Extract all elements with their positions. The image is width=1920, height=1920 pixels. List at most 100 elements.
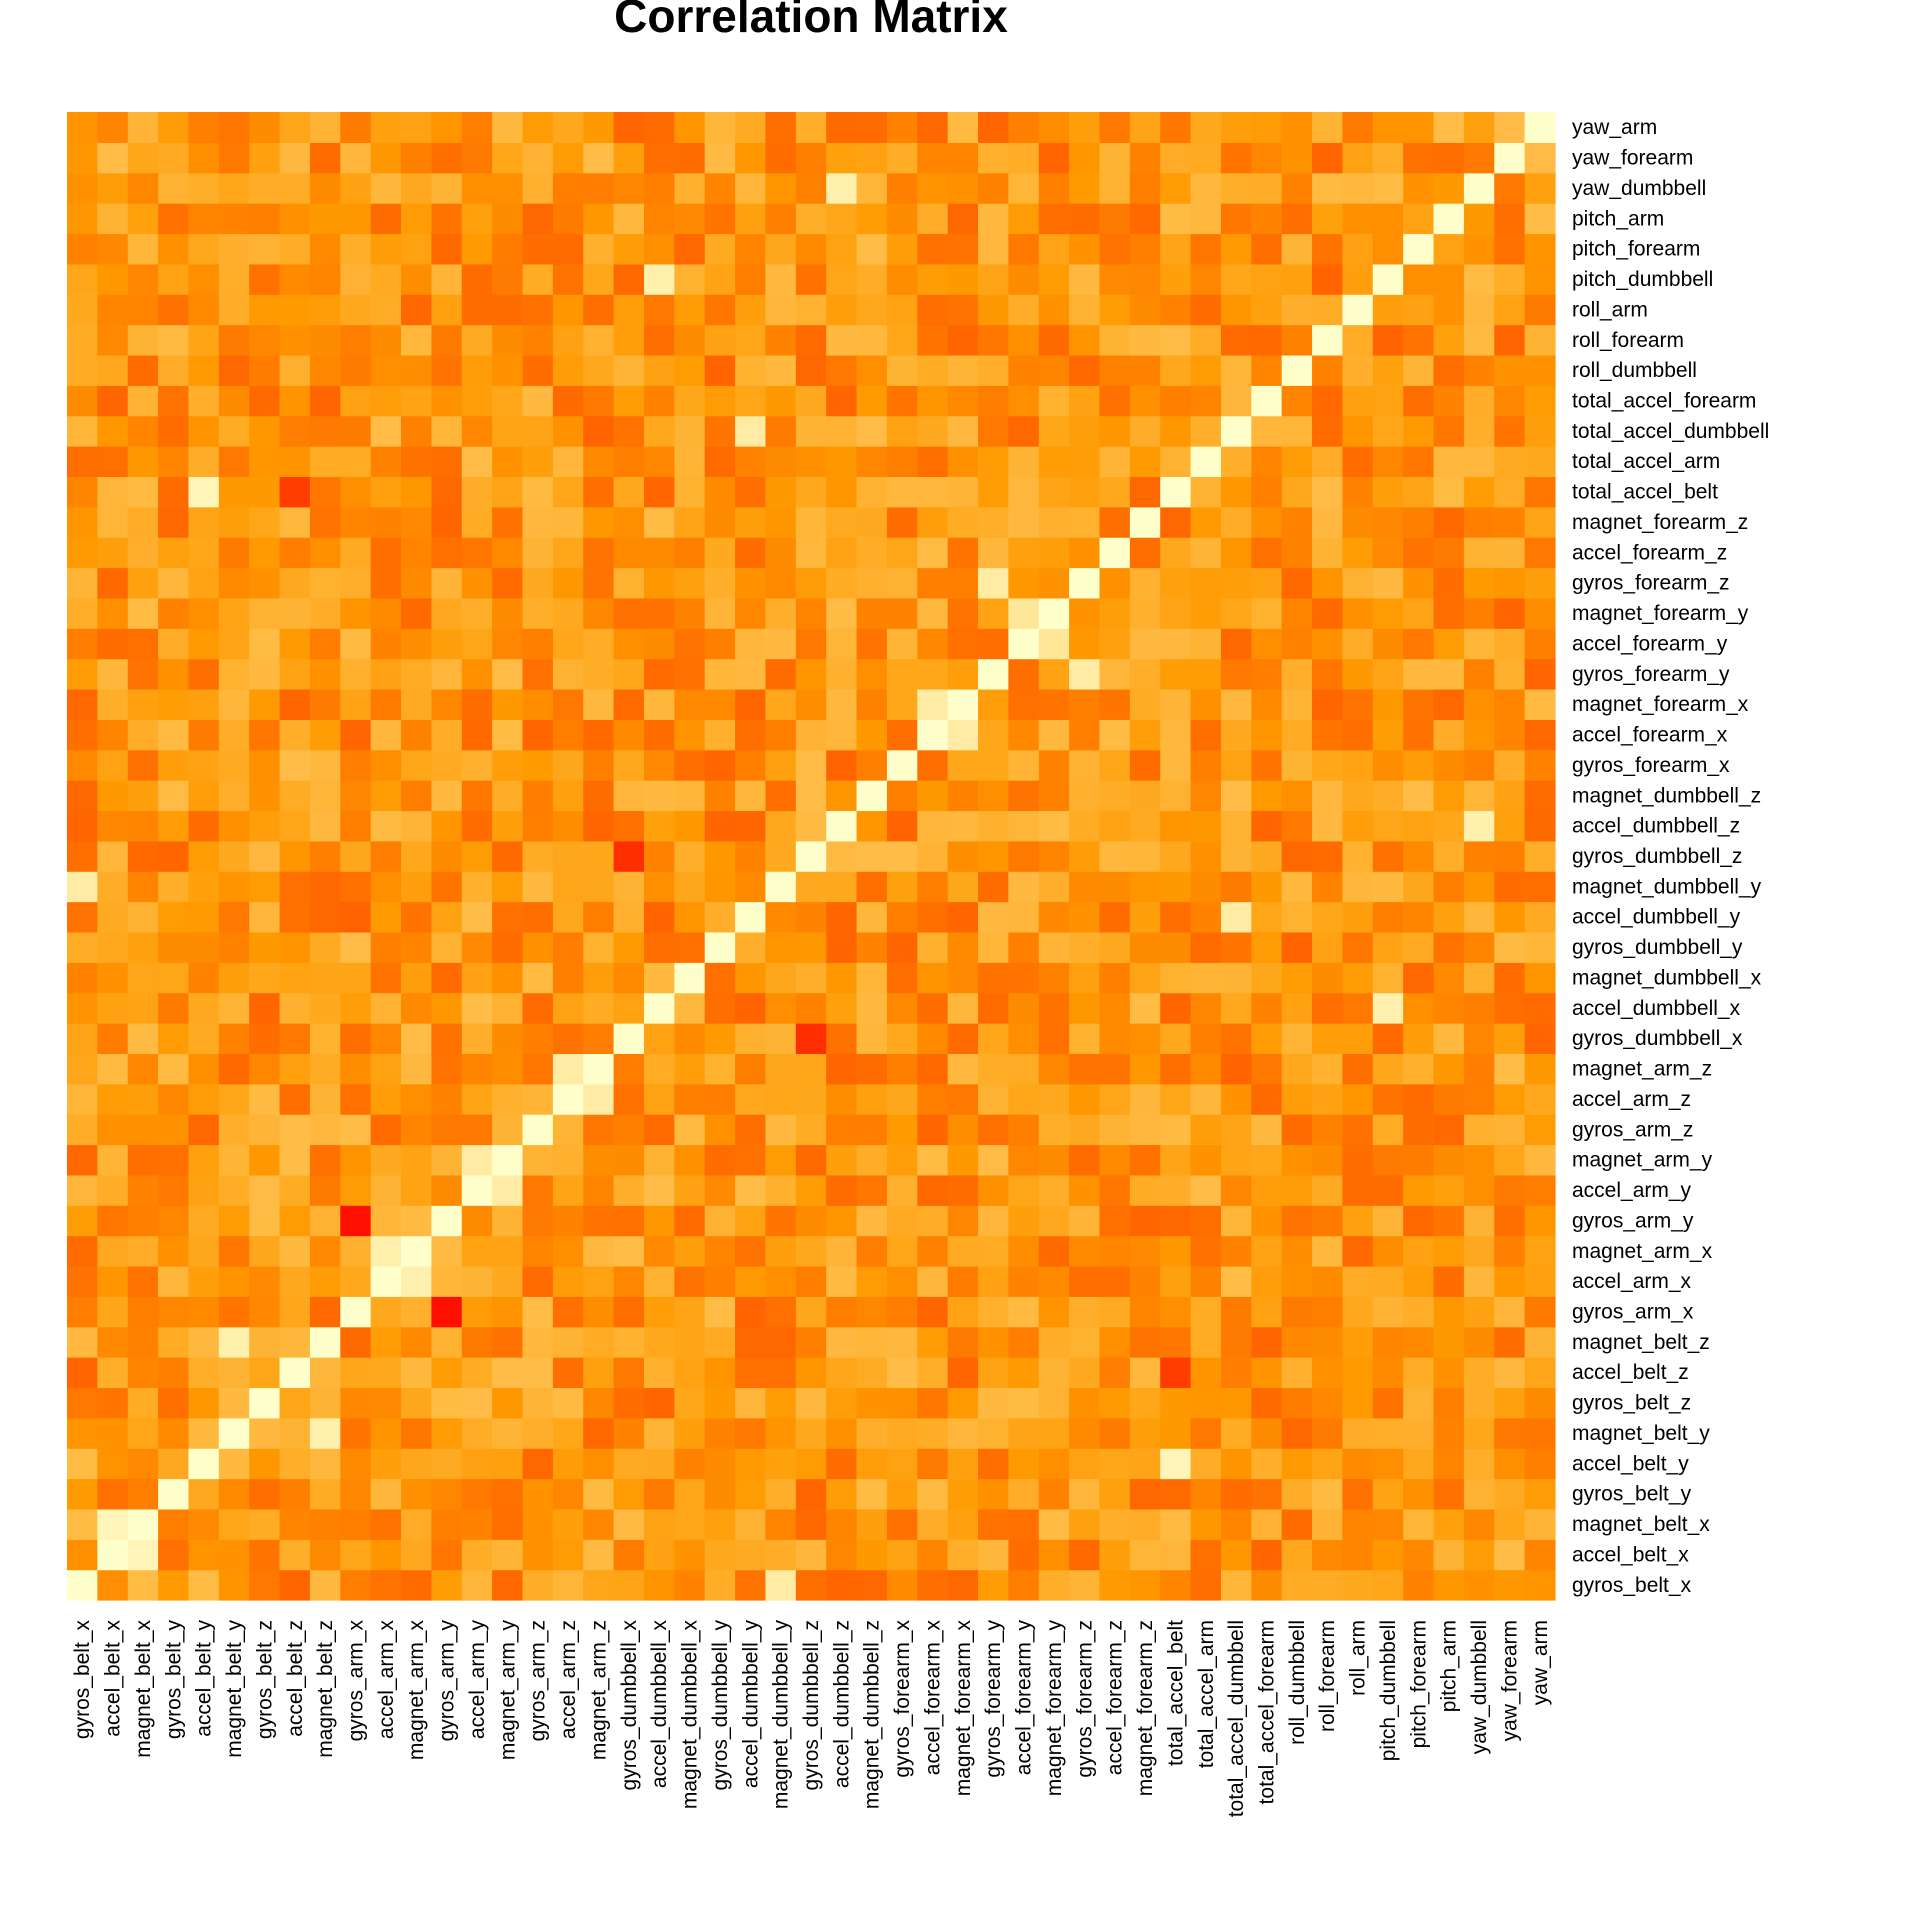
heatmap-cell: [67, 1114, 98, 1146]
heatmap-cell: [1524, 810, 1556, 842]
heatmap-cell: [67, 992, 98, 1024]
heatmap-cell: [127, 324, 159, 356]
heatmap-cell: [1008, 719, 1040, 751]
heatmap-cell: [340, 719, 372, 751]
heatmap-cell: [1220, 1387, 1252, 1419]
heatmap-cell: [704, 233, 736, 265]
heatmap-cell: [947, 1357, 979, 1389]
heatmap-cell: [67, 1448, 98, 1480]
heatmap-cell: [1129, 172, 1161, 204]
heatmap-cell: [1372, 446, 1404, 478]
heatmap-cell: [1524, 1448, 1556, 1480]
heatmap-cell: [643, 749, 675, 781]
heatmap-cell: [947, 1326, 979, 1358]
heatmap-cell: [97, 203, 129, 235]
heatmap-cell: [279, 658, 311, 690]
heatmap-cell: [1038, 567, 1070, 599]
heatmap-cell: [1463, 658, 1495, 690]
heatmap-cell: [704, 901, 736, 933]
heatmap-cell: [1312, 1235, 1344, 1267]
heatmap-cell: [552, 810, 584, 842]
heatmap-cell: [795, 203, 827, 235]
heatmap-cell: [704, 931, 736, 963]
heatmap-cell: [1372, 112, 1404, 143]
heatmap-cell: [158, 992, 190, 1024]
heatmap-cell: [522, 1478, 554, 1510]
heatmap-cell: [1463, 1265, 1495, 1297]
heatmap-cell: [1251, 658, 1283, 690]
heatmap-cell: [674, 1205, 706, 1237]
heatmap-cell: [613, 446, 645, 478]
heatmap-cell: [1220, 780, 1252, 812]
heatmap-cell: [188, 719, 220, 751]
heatmap-cell: [674, 1357, 706, 1389]
heatmap-cell: [1342, 1478, 1374, 1510]
heatmap-cell: [1190, 1448, 1222, 1480]
heatmap-cell: [218, 1357, 250, 1389]
heatmap-cell: [613, 1508, 645, 1540]
heatmap-cell: [613, 992, 645, 1024]
heatmap-cell: [552, 142, 584, 174]
heatmap-cell: [340, 1265, 372, 1297]
heatmap-cell: [886, 1569, 918, 1601]
heatmap-cell: [643, 901, 675, 933]
heatmap-cell: [1494, 1478, 1526, 1510]
heatmap-cell: [643, 1326, 675, 1358]
heatmap-cell: [1524, 871, 1556, 903]
heatmap-cell: [795, 871, 827, 903]
heatmap-cell: [67, 1205, 98, 1237]
heatmap-cell: [765, 1539, 797, 1571]
heatmap-cell: [1463, 597, 1495, 629]
heatmap-cell: [158, 203, 190, 235]
heatmap-cell: [492, 780, 524, 812]
heatmap-cell: [309, 476, 341, 508]
heatmap-cell: [1463, 992, 1495, 1024]
heatmap-cell: [461, 1569, 493, 1601]
heatmap-cell: [1403, 840, 1435, 872]
heatmap-cell: [461, 628, 493, 660]
heatmap-cell: [340, 172, 372, 204]
heatmap-cell: [218, 324, 250, 356]
heatmap-cell: [370, 719, 402, 751]
heatmap-cell: [158, 446, 190, 478]
heatmap-cell: [1220, 1235, 1252, 1267]
heatmap-cell: [522, 385, 554, 417]
heatmap-cell: [1312, 506, 1344, 538]
heatmap-cell: [765, 172, 797, 204]
heatmap-cell: [1160, 719, 1192, 751]
heatmap-cell: [1524, 142, 1556, 174]
heatmap-cell: [218, 354, 250, 386]
heatmap-cell: [613, 962, 645, 994]
heatmap-cell: [704, 1205, 736, 1237]
heatmap-cell: [1403, 1357, 1435, 1389]
heatmap-cell: [522, 1144, 554, 1176]
heatmap-cell: [795, 1235, 827, 1267]
heatmap-cell: [947, 749, 979, 781]
heatmap-cell: [188, 597, 220, 629]
heatmap-cell: [1433, 658, 1465, 690]
heatmap-cell: [249, 112, 281, 143]
heatmap-cell: [917, 1296, 949, 1328]
heatmap-cell: [735, 1205, 767, 1237]
heatmap-cell: [1220, 597, 1252, 629]
heatmap-cell: [886, 1448, 918, 1480]
heatmap-cell: [1312, 203, 1344, 235]
heatmap-cell: [947, 658, 979, 690]
heatmap-cell: [674, 385, 706, 417]
heatmap-cell: [1312, 172, 1344, 204]
heatmap-cell: [1099, 476, 1131, 508]
heatmap-cell: [1099, 780, 1131, 812]
heatmap-cell: [613, 1417, 645, 1449]
heatmap-cell: [249, 719, 281, 751]
heatmap-cell: [917, 567, 949, 599]
heatmap-cell: [1342, 931, 1374, 963]
heatmap-cell: [765, 1174, 797, 1206]
heatmap-cell: [795, 506, 827, 538]
x-tick-label: accel_forearm_x: [921, 1620, 944, 1776]
heatmap-cell: [249, 1235, 281, 1267]
y-tick-label: gyros_dumbbell_z: [1572, 845, 1742, 868]
heatmap-cell: [218, 597, 250, 629]
heatmap-cell: [431, 537, 463, 569]
heatmap-cell: [795, 1326, 827, 1358]
heatmap-cell: [583, 719, 615, 751]
